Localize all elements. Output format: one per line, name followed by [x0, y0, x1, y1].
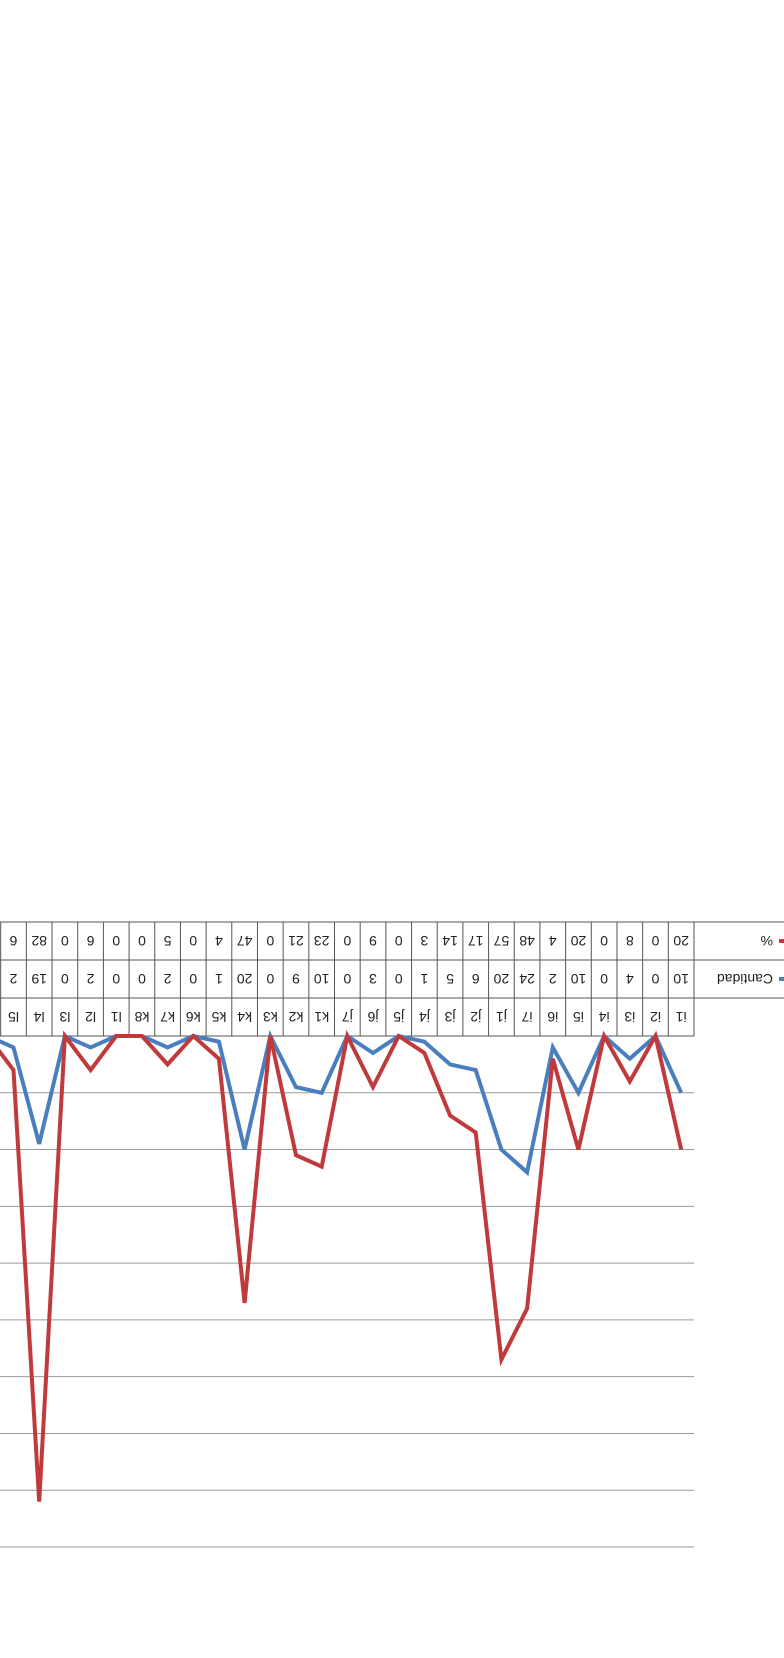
category-label: k6: [186, 1009, 201, 1025]
data-label: 48: [519, 933, 535, 949]
data-label: 5: [163, 933, 171, 949]
data-label: 0: [266, 971, 274, 987]
category-label: l4: [34, 1009, 45, 1025]
data-label: 0: [395, 933, 403, 949]
data-label: 10: [673, 971, 689, 987]
data-label: 0: [343, 933, 351, 949]
data-label: 0: [343, 971, 351, 987]
category-label: i4: [598, 1009, 609, 1025]
data-label: 10: [314, 971, 330, 987]
category-label: i6: [547, 1009, 558, 1025]
data-label: 0: [651, 933, 659, 949]
category-label: i1: [676, 1009, 687, 1025]
category-label: k4: [237, 1009, 252, 1025]
data-label: 47: [237, 933, 253, 949]
data-label: 0: [112, 933, 120, 949]
data-label: 0: [138, 971, 146, 987]
data-label: 2: [549, 971, 557, 987]
data-label: 0: [395, 971, 403, 987]
data-label: 0: [600, 933, 608, 949]
data-label: 10: [570, 971, 586, 987]
category-label: l5: [8, 1009, 19, 1025]
data-label: 57: [493, 933, 509, 949]
data-label: 4: [215, 933, 223, 949]
category-label: k1: [314, 1009, 329, 1025]
data-label: 6: [9, 933, 17, 949]
data-label: 2: [86, 971, 94, 987]
data-label: 1: [420, 971, 428, 987]
category-label: j6: [367, 1009, 379, 1025]
category-label: i7: [521, 1009, 532, 1025]
data-label: 6: [86, 933, 94, 949]
data-label: 19: [31, 971, 47, 987]
series-line-percent: [0, 1029, 684, 1502]
data-label: 0: [266, 933, 274, 949]
chart-rotated-group: 0102030405060708090 i1i2i3i4i5i6i7j1j2j3…: [0, 921, 784, 1548]
data-label: 0: [61, 971, 69, 987]
data-label: 14: [442, 933, 458, 949]
category-label: i3: [624, 1009, 635, 1025]
data-label: 6: [472, 971, 480, 987]
category-label: k3: [263, 1009, 278, 1025]
data-label: 4: [626, 971, 634, 987]
data-table: i1 i2 i3 i4 i5 i6 i7 j1 j2 j3 j4 j5 j6 j7 k1 k2 k3 k4 k5 k6…: [0, 921, 784, 1037]
category-label: k2: [288, 1009, 303, 1025]
data-label: 9: [369, 933, 377, 949]
data-label: 0: [138, 933, 146, 949]
data-label: 0: [651, 971, 659, 987]
data-label: 20: [570, 933, 586, 949]
legend-label: Cantidad: [717, 971, 773, 987]
category-label: k8: [134, 1009, 149, 1025]
data-label: 9: [292, 971, 300, 987]
category-label: i2: [650, 1009, 661, 1025]
category-label: j5: [393, 1009, 405, 1025]
data-label: 20: [673, 933, 689, 949]
data-label: 5: [446, 971, 454, 987]
series-lines: [0, 1029, 684, 1502]
category-label: k7: [160, 1009, 175, 1025]
data-label: 21: [288, 933, 304, 949]
category-label: l1: [111, 1009, 122, 1025]
category-label: j2: [470, 1009, 482, 1025]
category-label: l2: [85, 1009, 96, 1025]
category-label: j4: [419, 1009, 431, 1025]
data-label: 4: [549, 933, 557, 949]
data-label: 0: [600, 971, 608, 987]
data-label: 20: [493, 971, 509, 987]
data-label: 2: [163, 971, 171, 987]
data-label: 0: [189, 971, 197, 987]
data-label: 24: [519, 971, 535, 987]
data-label: 8: [626, 933, 634, 949]
data-label: 23: [314, 933, 330, 949]
series-line-cantidad: [0, 1030, 684, 1177]
data-label: 1: [215, 971, 223, 987]
gridlines: [0, 1035, 694, 1548]
data-label: 0: [61, 933, 69, 949]
data-label: 0: [189, 933, 197, 949]
category-label: j7: [342, 1009, 354, 1025]
legend-label: %: [761, 933, 773, 949]
data-label: 17: [468, 933, 484, 949]
data-label: 20: [237, 971, 253, 987]
data-label: 2: [9, 971, 17, 987]
data-label: 82: [31, 933, 47, 949]
category-label: k5: [211, 1009, 226, 1025]
category-label: i5: [573, 1009, 584, 1025]
category-label: j1: [496, 1009, 508, 1025]
data-label: 0: [112, 971, 120, 987]
category-label: j3: [444, 1009, 456, 1025]
category-label: l3: [59, 1009, 70, 1025]
data-label: 3: [369, 971, 377, 987]
data-label: 3: [420, 933, 428, 949]
